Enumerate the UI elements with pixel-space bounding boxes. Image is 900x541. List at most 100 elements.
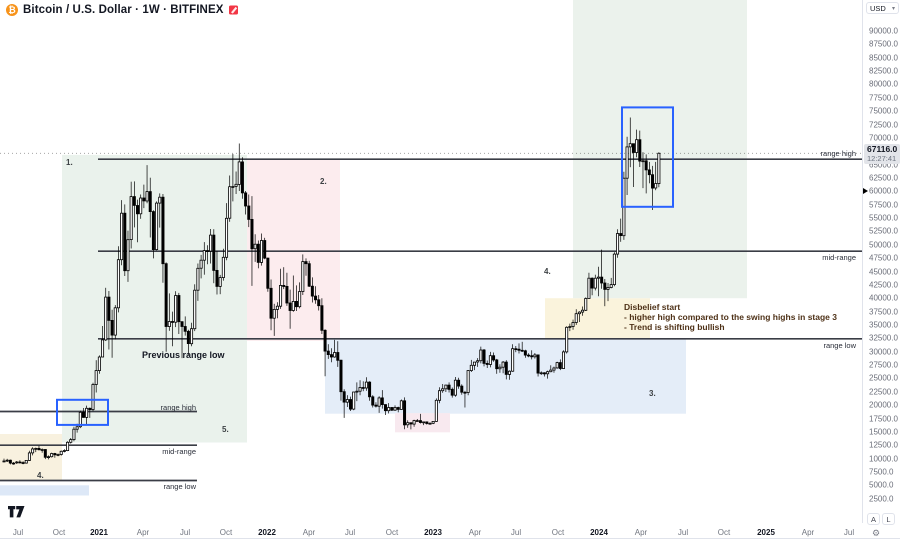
stage-region[interactable]: [0, 434, 62, 481]
price-tick-label: 20000.0: [869, 400, 898, 410]
range-line-label: range high: [820, 149, 856, 158]
time-tick-label: Apr: [634, 528, 648, 537]
time-tick-label: Oct: [52, 528, 66, 537]
range-line-label: mid-range: [162, 447, 196, 456]
price-tick-label: 27500.0: [869, 360, 898, 370]
stage-number-label[interactable]: 3.: [649, 389, 656, 398]
stage-number-label[interactable]: 4.: [544, 267, 551, 276]
stage-number-label[interactable]: 4.: [37, 471, 44, 480]
time-tick-label: Oct: [385, 528, 399, 537]
time-tick-label: Oct: [219, 528, 233, 537]
time-tick-label: Apr: [468, 528, 482, 537]
price-tick-label: 40000.0: [869, 293, 898, 303]
price-tick-label: 37500.0: [869, 307, 898, 317]
chart-legend[interactable]: ₿ Bitcoin / U.S. Dollar · 1W · BITFINEX: [6, 3, 239, 17]
price-axis[interactable]: USD ▾ 90000.0 87500.0 85000.0 82500.0 80000.…: [862, 0, 900, 537]
chart-pane[interactable]: ₿ Bitcoin / U.S. Dollar · 1W · BITFINEX …: [0, 0, 862, 523]
price-tick-label: 12500.0: [869, 440, 898, 450]
currency-selector[interactable]: USD ▾: [866, 2, 899, 14]
range-line-label: range low: [163, 482, 196, 491]
price-tick-label: 22500.0: [869, 387, 898, 397]
price-marker-arrow: [863, 188, 868, 195]
stage-number-label[interactable]: 1.: [66, 158, 73, 167]
price-tick-label: 55000.0: [869, 213, 898, 223]
chevron-down-icon: ▾: [891, 5, 895, 12]
time-tick-label: Jul: [12, 528, 24, 537]
price-tick-label: 87500.0: [869, 39, 898, 49]
stage-region[interactable]: [573, 0, 747, 299]
time-tick-label: 2022: [258, 528, 276, 537]
time-tick-label: 2023: [424, 528, 442, 537]
symbol-title[interactable]: Bitcoin / U.S. Dollar · 1W · BITFINEX: [23, 4, 224, 16]
disbelief-line-2: - higher high compared to the swing high…: [624, 312, 837, 322]
previous-range-low-label[interactable]: Previous range low: [142, 350, 225, 360]
price-tick-label: 7500.0: [869, 467, 894, 477]
time-tick-label: Jul: [677, 528, 689, 537]
log-scale-button[interactable]: L: [882, 513, 895, 525]
price-tick-label: 42500.0: [869, 280, 898, 290]
bitfinex-logo: [228, 5, 238, 15]
price-tick-label: 10000.0: [869, 454, 898, 464]
candlestick-chart[interactable]: [0, 0, 862, 523]
price-tick-label: 77500.0: [869, 93, 898, 103]
bottom-border: [0, 538, 900, 539]
price-tick-label: 5000.0: [869, 480, 894, 490]
time-tick-label: Jul: [344, 528, 356, 537]
time-tick-label: Jul: [179, 528, 191, 537]
price-tick-label: 75000.0: [869, 106, 898, 116]
stage-number-label[interactable]: 2.: [320, 177, 327, 186]
range-line-label: range high: [160, 403, 196, 412]
price-tick-label: 57500.0: [869, 200, 898, 210]
time-tick-label: Apr: [136, 528, 150, 537]
price-tick-label: 72500.0: [869, 120, 898, 129]
price-tick-label: 70000.0: [869, 133, 898, 143]
time-tick-label: Jul: [843, 528, 855, 537]
price-tick-label: 80000.0: [869, 79, 898, 89]
price-tick-label: 85000.0: [869, 53, 898, 63]
price-tick-label: 15000.0: [869, 427, 898, 437]
time-tick-label: Oct: [551, 528, 565, 537]
stage-region[interactable]: [0, 485, 89, 496]
stage-region[interactable]: [325, 339, 686, 414]
disbelief-line-1: Disbelief start: [624, 302, 681, 312]
range-line-label: mid-range: [822, 253, 856, 262]
time-tick-label: Apr: [302, 528, 316, 537]
price-tick-label: 47500.0: [869, 253, 898, 263]
price-tick-label: 82500.0: [869, 66, 898, 76]
stage-number-label[interactable]: 5.: [222, 425, 229, 434]
last-price-label: 67116.0 12:27:41: [864, 144, 900, 165]
price-tick-label: 2500.0: [869, 494, 894, 504]
time-axis[interactable]: Jul Oct 2021 Apr Jul Oct 2022 Apr Jul Oct 2023 Apr J…: [0, 523, 900, 541]
scale-buttons: A L: [867, 513, 895, 525]
auto-scale-button[interactable]: A: [867, 513, 880, 525]
price-tick-label: 30000.0: [869, 347, 898, 357]
price-tick-label: 90000.0: [869, 26, 898, 36]
price-tick-label: 60000.0: [869, 186, 898, 196]
last-price-value: 67116.0: [867, 144, 898, 155]
time-tick-label: Oct: [717, 528, 731, 537]
disbelief-line-3: - Trend is shifting bullish: [624, 322, 725, 332]
price-tick-label: 32500.0: [869, 333, 898, 343]
time-tick-label: 2025: [757, 528, 775, 537]
price-tick-label: 52500.0: [869, 226, 898, 236]
time-tick-label: 2024: [590, 528, 608, 537]
bar-countdown: 12:27:41: [867, 154, 897, 164]
time-tick-label: Apr: [801, 528, 815, 537]
stage-region[interactable]: [545, 298, 650, 339]
price-tick-label: 65000.0: [869, 160, 898, 170]
bitcoin-icon: ₿: [6, 4, 18, 16]
price-tick-label: 35000.0: [869, 320, 898, 330]
time-tick-label: 2021: [90, 528, 108, 537]
price-tick-label: 45000.0: [869, 267, 898, 276]
price-tick-label: 17500.0: [869, 414, 898, 423]
disbelief-note[interactable]: Disbelief start - higher high compared t…: [624, 302, 837, 332]
highlight-box[interactable]: [56, 398, 109, 426]
tradingview-logo[interactable]: [8, 506, 25, 519]
highlight-box[interactable]: [621, 106, 674, 208]
price-tick-label: 25000.0: [869, 373, 898, 383]
currency-label: USD: [870, 3, 886, 13]
price-tick-label: 62500.0: [869, 173, 898, 183]
gear-icon[interactable]: ⚙: [872, 528, 881, 538]
price-tick-label: 50000.0: [869, 240, 898, 250]
